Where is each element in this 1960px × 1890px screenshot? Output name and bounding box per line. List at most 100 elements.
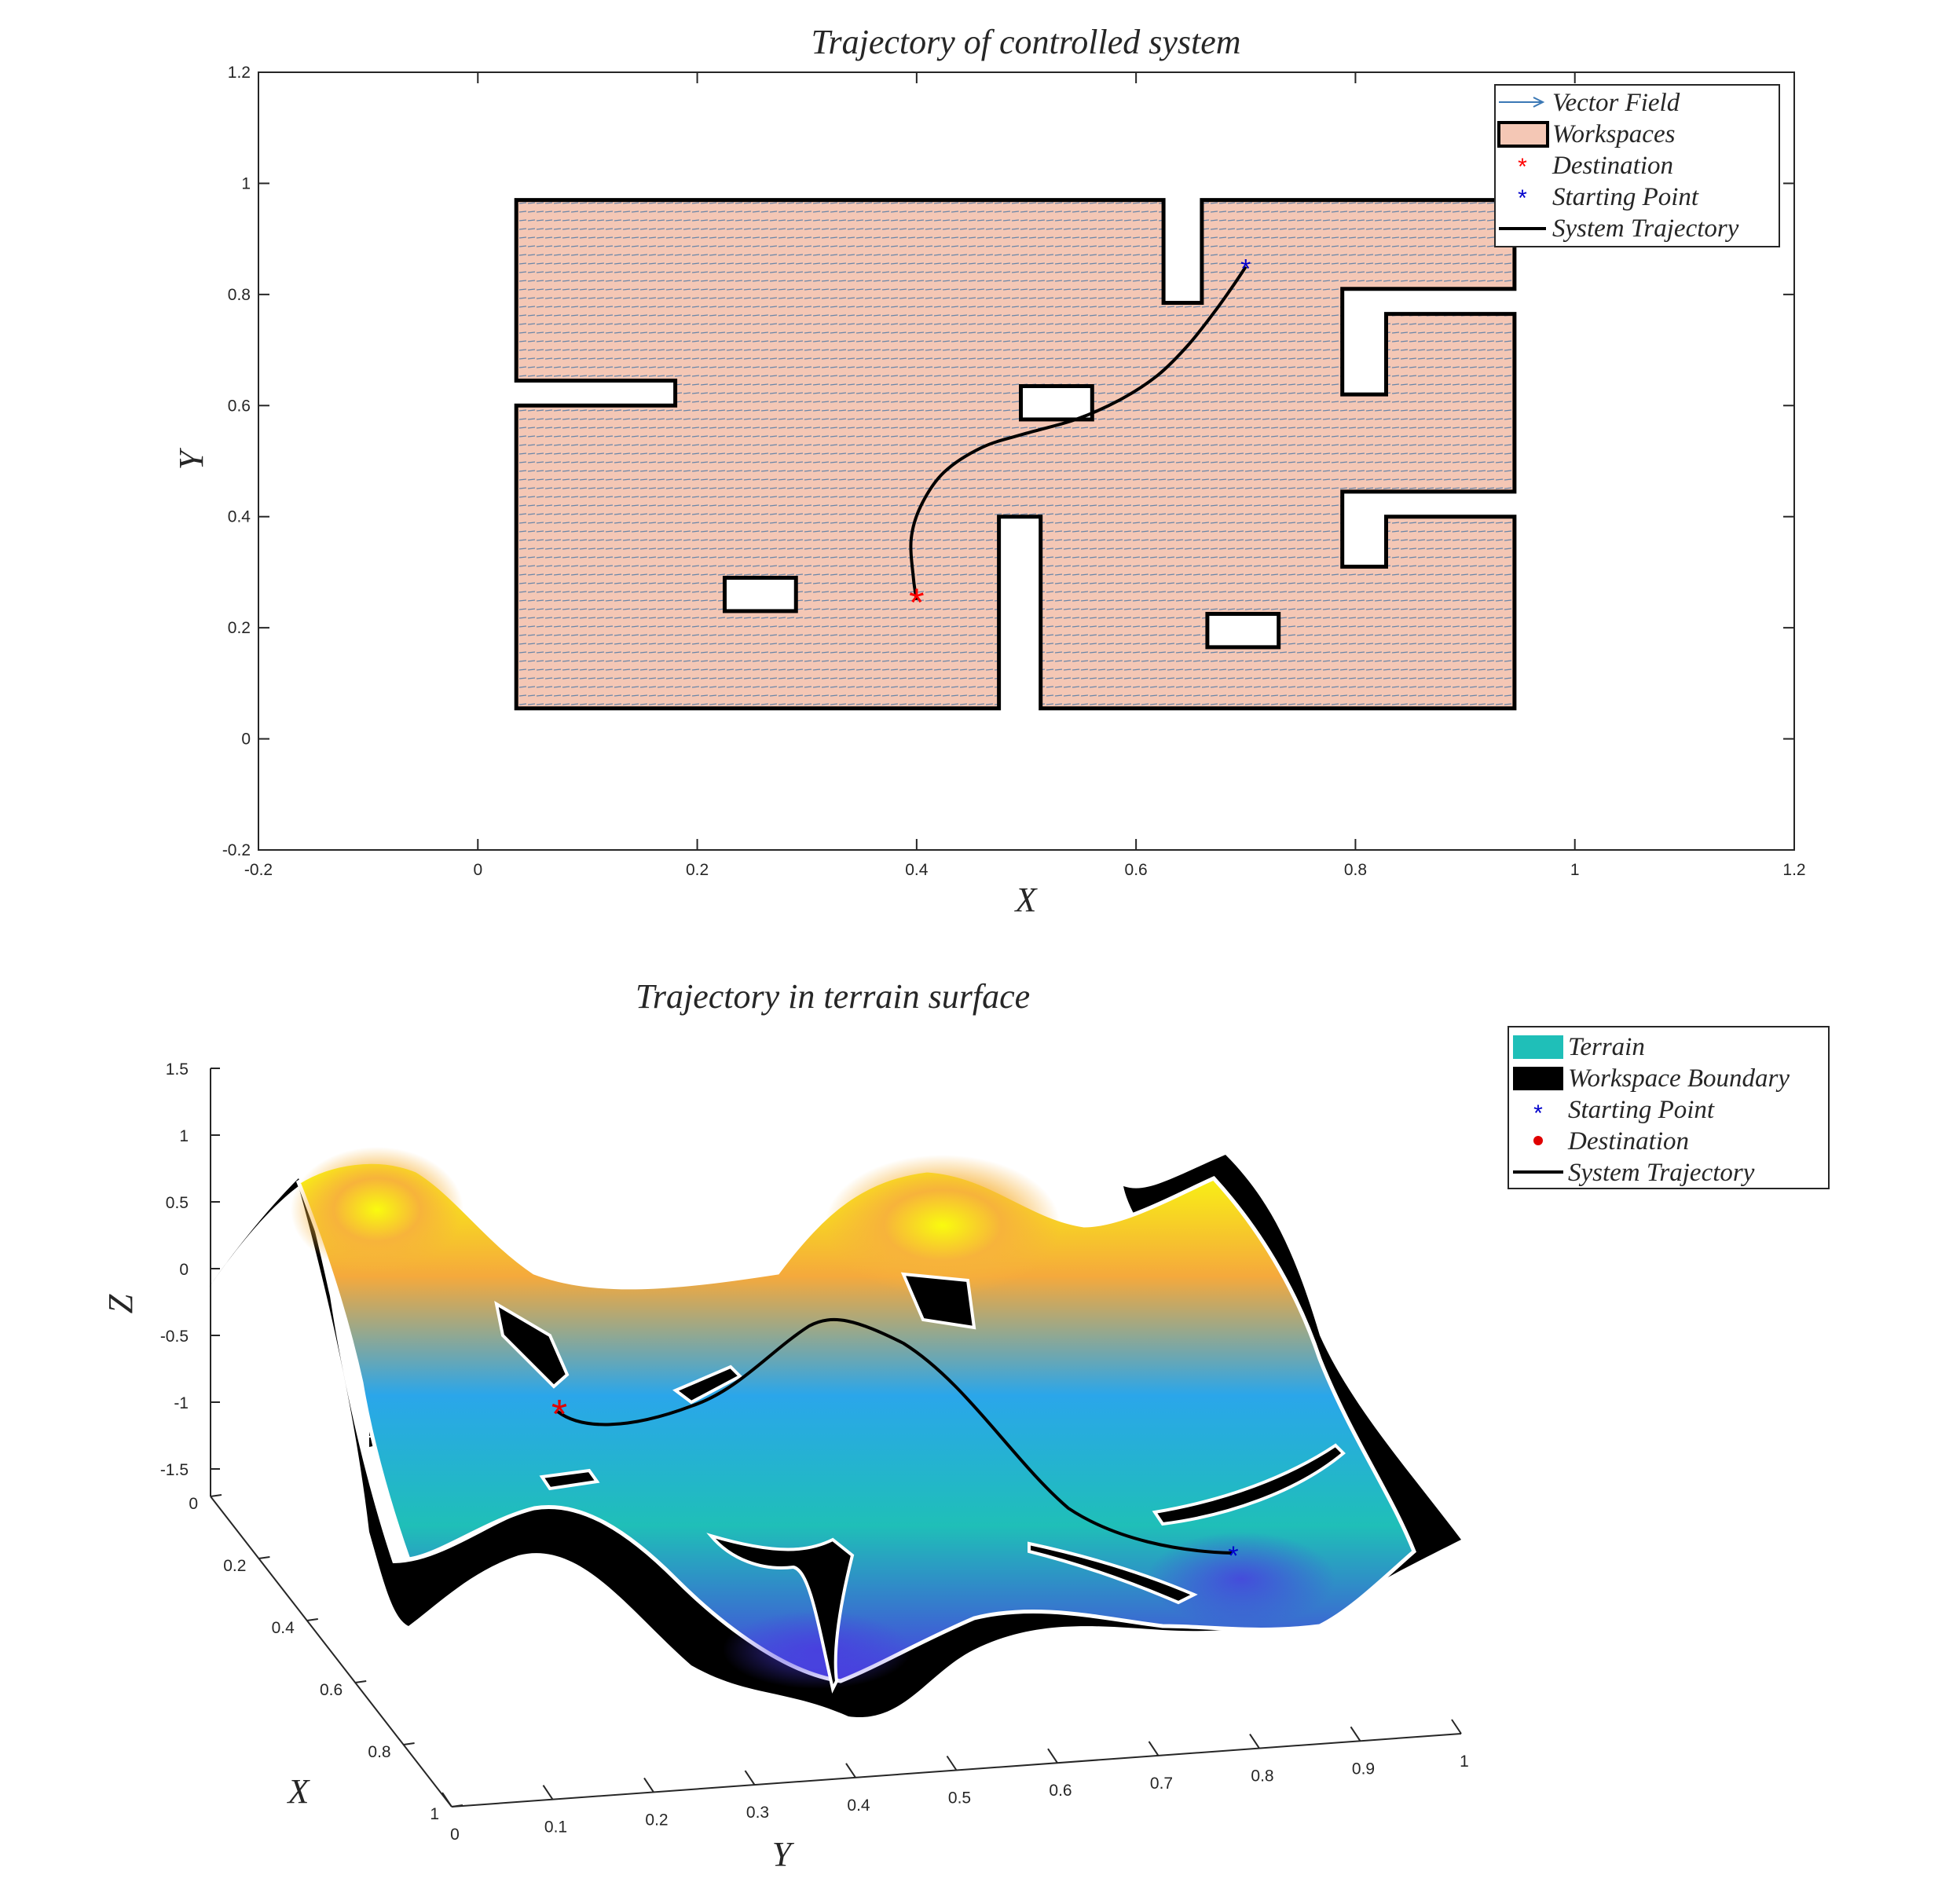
x-tick-mark xyxy=(306,1618,318,1621)
legend-workspaces: Workspaces xyxy=(1497,120,1675,148)
starting-point-marker-3d: * xyxy=(1228,1541,1238,1571)
obstacle xyxy=(1019,384,1094,422)
x-tick-label: 0 xyxy=(189,1495,198,1513)
x-tick-mark xyxy=(451,1804,463,1808)
surface-obstacles xyxy=(494,1272,1346,1694)
x-tick-label: 0.6 xyxy=(1125,861,1148,879)
system-trajectory-line xyxy=(909,266,1247,601)
y-tick-label: 0.6 xyxy=(1049,1782,1072,1800)
terrain-3d-chart: Trajectory in terrain surface 1.5 1 0.5 0 -0… xyxy=(101,977,1830,1874)
y-tick-label: 1.2 xyxy=(228,64,251,82)
legend-label: Destination xyxy=(1552,152,1673,180)
y-tick-label: 0.3 xyxy=(746,1804,769,1822)
y-tick-mark xyxy=(946,1755,958,1771)
legend-label: Workspace Boundary xyxy=(1568,1064,1790,1093)
axis-ticks: -0.2 0 0.2 0.4 0.6 0.8 1 1.2 -0.2 0 0.2 0.4 0.6 0.8 1 1… xyxy=(222,64,1806,879)
y-tick-mark xyxy=(1249,1734,1260,1749)
star-marker-icon: * xyxy=(1518,154,1527,180)
x-tick-label: 0.2 xyxy=(686,861,709,879)
obstacle xyxy=(672,1364,743,1405)
y-tick-label: 0.5 xyxy=(948,1789,971,1808)
x-axis-ticks: 0 0.2 0.4 0.6 0.8 1 xyxy=(189,1494,463,1823)
y-tick-label: 0 xyxy=(241,731,251,749)
legend-label: System Trajectory xyxy=(1568,1159,1755,1187)
obstacle xyxy=(722,576,798,614)
legend-label: System Trajectory xyxy=(1552,214,1739,243)
z-axis-ticks: 1.5 1 0.5 0 -0.5 -1 -1.5 xyxy=(160,1060,220,1479)
obstacle xyxy=(706,1533,855,1694)
legend-starting-point: * Starting Point xyxy=(1533,1096,1715,1126)
destination-marker-3d: * xyxy=(551,1392,567,1438)
y-tick-label: 1 xyxy=(1460,1753,1469,1771)
y-axis-label: Y xyxy=(772,1835,795,1874)
y-tick-label: -0.2 xyxy=(222,841,251,859)
star-marker-icon: * xyxy=(1533,1101,1543,1126)
y-tick-mark xyxy=(542,1785,554,1800)
x-tick-label: 0.2 xyxy=(223,1557,246,1575)
chart-title: Trajectory of controlled system xyxy=(811,23,1240,61)
terrain-valley xyxy=(1147,1532,1335,1626)
y-tick-label: 0.4 xyxy=(228,508,251,526)
legend-label: Terrain xyxy=(1568,1033,1645,1061)
obstacle xyxy=(900,1272,976,1330)
y-tick-label: 0.8 xyxy=(228,286,251,304)
y-tick-mark xyxy=(1451,1719,1462,1734)
z-tick-label: -1 xyxy=(174,1394,189,1412)
terrain-surface xyxy=(291,1147,1416,1689)
system-trajectory-3d xyxy=(556,1317,1233,1555)
y-tick-label: 0.2 xyxy=(228,619,251,637)
z-tick-label: -1.5 xyxy=(160,1461,189,1479)
y-tick-label: 0.6 xyxy=(228,397,251,415)
legend-label: Starting Point xyxy=(1568,1096,1715,1124)
z-tick-label: 1 xyxy=(179,1127,189,1145)
y-tick-mark xyxy=(845,1763,856,1778)
y-tick-label: 0 xyxy=(450,1826,460,1844)
x-tick-mark xyxy=(403,1742,415,1745)
y-tick-label: 0.7 xyxy=(1150,1775,1173,1793)
y-tick-mark xyxy=(1350,1726,1361,1742)
y-axis-ticks: 0 0.1 0.2 0.3 0.4 0.5 0.6 0.7 0.8 0.9 1 xyxy=(441,1719,1469,1844)
obstacles xyxy=(722,384,1281,650)
x-tick-mark xyxy=(258,1556,270,1559)
trajectory-2d-chart: Trajectory of controlled system -0.2 0 0.2… xyxy=(172,23,1806,919)
legend: Vector Field Workspaces * Destination * … xyxy=(1494,84,1780,247)
obstacle xyxy=(1205,611,1281,650)
starting-point-marker: * xyxy=(1240,255,1251,284)
obstacle xyxy=(1028,1541,1198,1605)
x-tick-label: 0.8 xyxy=(368,1743,390,1761)
chart-title: Trajectory in terrain surface xyxy=(636,977,1030,1016)
destination-marker: * xyxy=(909,581,924,625)
swatch-icon xyxy=(1497,121,1549,148)
legend-terrain: Terrain xyxy=(1513,1033,1645,1061)
legend: Terrain Workspace Boundary * Starting Po… xyxy=(1508,1026,1830,1189)
arrowhead-icon xyxy=(1533,97,1545,108)
dot-marker-icon xyxy=(1533,1136,1543,1145)
z-tick-label: 0.5 xyxy=(166,1194,189,1212)
x-tick-label: 0.6 xyxy=(320,1681,343,1699)
obstacle xyxy=(1152,1443,1346,1526)
z-tick-label: 1.5 xyxy=(166,1060,189,1079)
x-tick-label: 0 xyxy=(473,861,482,879)
terrain-peak xyxy=(291,1147,463,1273)
legend-label: Vector Field xyxy=(1552,89,1680,117)
x-tick-label: -0.2 xyxy=(244,861,273,879)
legend-workspace-boundary: Workspace Boundary xyxy=(1513,1064,1790,1093)
legend-destination: * Destination xyxy=(1518,152,1673,180)
y-tick-label: 0.8 xyxy=(1251,1767,1273,1786)
legend-label: Workspaces xyxy=(1552,120,1675,148)
y-axis-label: Y xyxy=(172,447,211,470)
z-tick-label: -0.5 xyxy=(160,1328,189,1346)
y-tick-label: 0.9 xyxy=(1352,1760,1375,1778)
swatch-icon xyxy=(1513,1067,1563,1090)
x-tick-label: 0.4 xyxy=(905,861,929,879)
legend-system-trajectory: System Trajectory xyxy=(1499,214,1739,243)
star-marker-icon: * xyxy=(1518,185,1527,211)
x-tick-label: 0.4 xyxy=(272,1619,295,1637)
y-tick-mark xyxy=(1148,1741,1160,1756)
z-tick-label: 0 xyxy=(179,1261,189,1279)
y-tick-label: 0.1 xyxy=(544,1819,567,1837)
terrain-valley xyxy=(723,1610,911,1689)
obstacle xyxy=(539,1468,600,1491)
legend-vector-field: Vector Field xyxy=(1499,89,1680,117)
swatch-icon xyxy=(1513,1035,1563,1059)
